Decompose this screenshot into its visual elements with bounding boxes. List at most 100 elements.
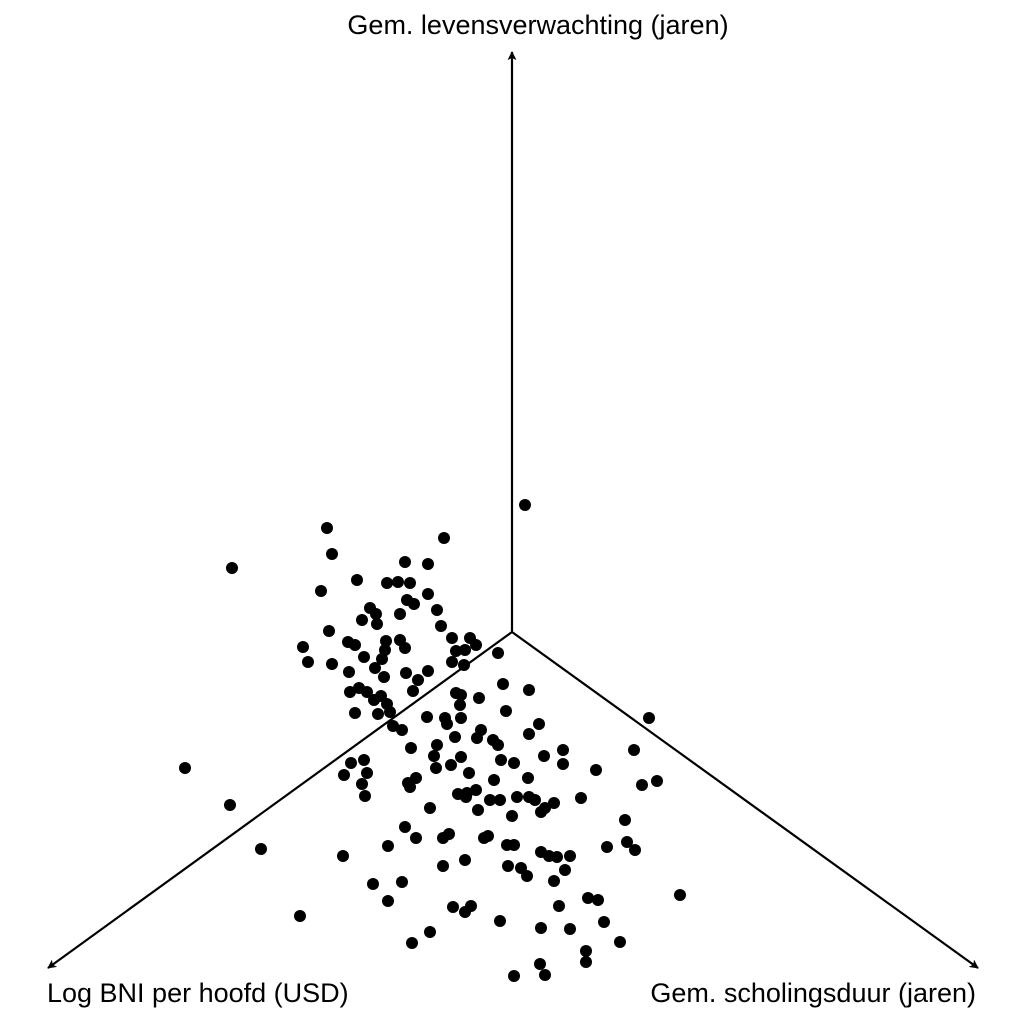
point	[406, 937, 418, 949]
point	[408, 598, 420, 610]
point	[399, 556, 411, 568]
point	[446, 656, 458, 668]
point	[629, 844, 641, 856]
point	[323, 625, 335, 637]
axis-line	[47, 631, 513, 969]
point	[407, 685, 419, 697]
point	[459, 854, 471, 866]
point	[619, 814, 631, 826]
point	[450, 645, 462, 657]
point	[381, 577, 393, 589]
point	[326, 548, 338, 560]
point	[396, 876, 408, 888]
point	[447, 901, 459, 913]
point	[500, 705, 512, 717]
point	[508, 757, 520, 769]
point	[435, 620, 447, 632]
point	[358, 754, 370, 766]
point	[351, 574, 363, 586]
point	[382, 895, 394, 907]
point	[344, 686, 356, 698]
point	[459, 906, 471, 918]
point	[359, 790, 371, 802]
point	[538, 750, 550, 762]
point	[494, 794, 506, 806]
point	[519, 499, 531, 511]
point	[392, 576, 404, 588]
point	[621, 836, 633, 848]
point	[522, 772, 534, 784]
point	[495, 754, 507, 766]
point	[643, 712, 655, 724]
point	[580, 956, 592, 968]
point	[539, 969, 551, 981]
point	[387, 720, 399, 732]
point	[508, 839, 520, 851]
point	[430, 762, 442, 774]
point	[321, 522, 333, 534]
point	[422, 665, 434, 677]
point	[575, 792, 587, 804]
point	[376, 653, 388, 665]
point	[473, 692, 485, 704]
point	[458, 659, 470, 671]
point	[564, 923, 576, 935]
point	[523, 728, 535, 740]
point	[405, 742, 417, 754]
point	[380, 635, 392, 647]
point	[404, 577, 416, 589]
point	[370, 608, 382, 620]
point	[598, 916, 610, 928]
point	[548, 875, 560, 887]
point	[422, 558, 434, 570]
point	[431, 739, 443, 751]
point	[367, 878, 379, 890]
point	[502, 860, 514, 872]
point	[410, 832, 422, 844]
point	[535, 922, 547, 934]
point	[358, 651, 370, 663]
point	[226, 562, 238, 574]
point	[454, 699, 466, 711]
point	[338, 769, 350, 781]
point	[368, 694, 380, 706]
point	[394, 608, 406, 620]
point	[564, 850, 576, 862]
point	[497, 678, 509, 690]
point	[459, 644, 471, 656]
point	[399, 821, 411, 833]
point	[422, 588, 434, 600]
point	[337, 850, 349, 862]
point	[529, 794, 541, 806]
point	[463, 767, 475, 779]
point	[628, 744, 640, 756]
point	[553, 900, 565, 912]
point	[580, 945, 592, 957]
point	[470, 639, 482, 651]
point	[421, 711, 433, 723]
point	[455, 751, 467, 763]
point	[488, 774, 500, 786]
point	[400, 667, 412, 679]
point	[582, 892, 594, 904]
point	[636, 779, 648, 791]
point	[559, 864, 571, 876]
point	[326, 658, 338, 670]
point	[369, 662, 381, 674]
point	[356, 614, 368, 626]
point	[484, 794, 496, 806]
point	[592, 894, 604, 906]
point	[557, 758, 569, 770]
point	[455, 712, 467, 724]
point	[349, 707, 361, 719]
point	[302, 656, 314, 668]
point	[297, 641, 309, 653]
point	[396, 724, 408, 736]
point	[315, 585, 327, 597]
point	[506, 810, 518, 822]
point	[384, 706, 396, 718]
point	[431, 604, 443, 616]
point	[614, 936, 626, 948]
